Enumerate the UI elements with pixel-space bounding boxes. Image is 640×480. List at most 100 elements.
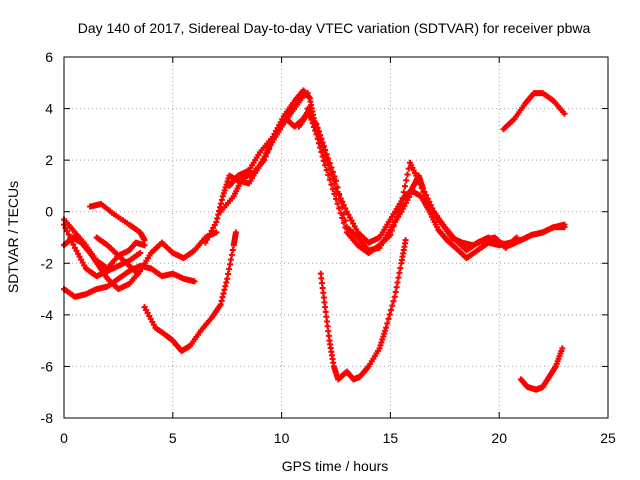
data-point (404, 171, 411, 178)
x-tick-label: 20 (491, 430, 507, 446)
series-track-15 (517, 345, 566, 393)
series-track-6 (93, 234, 141, 277)
data-point (305, 109, 312, 116)
data-point (393, 214, 400, 221)
data-point (328, 164, 335, 171)
data-point (420, 188, 427, 195)
data-point (399, 195, 406, 202)
data-point (340, 219, 347, 226)
data-point (339, 204, 346, 211)
series-track-9 (217, 105, 313, 215)
data-point (304, 105, 311, 112)
x-tick-label: 15 (383, 430, 399, 446)
data-point (425, 199, 432, 206)
x-tick-label: 25 (600, 430, 616, 446)
data-point (336, 205, 343, 212)
data-point (389, 302, 396, 309)
data-point (317, 144, 324, 151)
data-point (325, 155, 332, 162)
data-point (385, 315, 392, 322)
data-point (315, 140, 322, 147)
data-point (415, 177, 422, 184)
y-tick-label: 6 (45, 49, 53, 65)
data-point (322, 162, 329, 169)
x-tick-label: 10 (274, 430, 290, 446)
data-point (326, 160, 333, 167)
data-point (213, 229, 220, 236)
data-point (329, 168, 336, 175)
data-point (312, 127, 319, 134)
data-point (323, 167, 330, 174)
series-track-5 (87, 200, 148, 244)
data-point (342, 205, 349, 212)
data-point (191, 278, 198, 285)
data-point (325, 171, 332, 178)
data-point (398, 200, 405, 207)
data-point (232, 229, 239, 236)
data-point (384, 320, 391, 327)
data-point (331, 191, 338, 198)
data-point (68, 238, 75, 245)
data-point (319, 153, 326, 160)
x-tick-label: 0 (60, 430, 68, 446)
data-point (314, 135, 321, 142)
series-track-14 (500, 90, 568, 133)
plot-frame (63, 56, 609, 419)
series-track-13 (317, 237, 409, 383)
series-track-7 (141, 229, 239, 354)
data-point (326, 176, 333, 183)
data-point (417, 181, 424, 188)
data-point (402, 237, 409, 244)
data-point (265, 146, 272, 153)
data-point (334, 184, 341, 191)
data-point (137, 249, 144, 256)
series-track-3 (61, 216, 148, 272)
data-point (141, 237, 148, 244)
data-point (400, 189, 407, 196)
data-point (329, 186, 336, 193)
data-point (388, 307, 395, 314)
data-point (513, 234, 520, 241)
data-point (559, 345, 566, 352)
chart-title: Day 140 of 2017, Sidereal Day-to-day VTE… (78, 20, 591, 36)
data-point (313, 131, 320, 138)
data-point (337, 197, 344, 204)
data-point (331, 173, 338, 180)
data-point (395, 209, 402, 216)
data-point (320, 143, 327, 150)
y-tick-label: -6 (41, 358, 54, 374)
data-point (309, 120, 316, 127)
data-point (561, 224, 568, 231)
data-point (308, 116, 315, 123)
data-point (561, 110, 568, 117)
data-point (328, 181, 335, 188)
y-tick-label: -2 (41, 255, 54, 271)
data-point (334, 200, 341, 207)
data-point (402, 183, 409, 190)
data-point (307, 112, 314, 119)
data-point (264, 149, 271, 156)
data-point (134, 270, 141, 277)
data-point (418, 185, 425, 192)
y-tick-label: 2 (45, 152, 53, 168)
x-axis-label: GPS time / hours (282, 458, 389, 474)
data-point (64, 228, 71, 235)
data-point (323, 151, 330, 158)
data-point (322, 146, 329, 153)
data-point (310, 123, 317, 130)
data-point (423, 196, 430, 203)
data-point (387, 231, 394, 238)
data-point (65, 231, 72, 238)
series-track-12 (304, 105, 520, 256)
data-marks (61, 87, 568, 393)
data-point (383, 324, 390, 331)
data-point (390, 223, 397, 230)
axis-ticks: 0 5 10 15 20 25 -8 -6 -4 -2 0 2 4 6 (41, 49, 616, 446)
data-point (333, 177, 339, 184)
data-point (388, 227, 395, 234)
data-point (392, 218, 399, 225)
y-axis-label: SDTVAR / TECUs (5, 181, 21, 293)
y-tick-label: -4 (41, 307, 54, 323)
